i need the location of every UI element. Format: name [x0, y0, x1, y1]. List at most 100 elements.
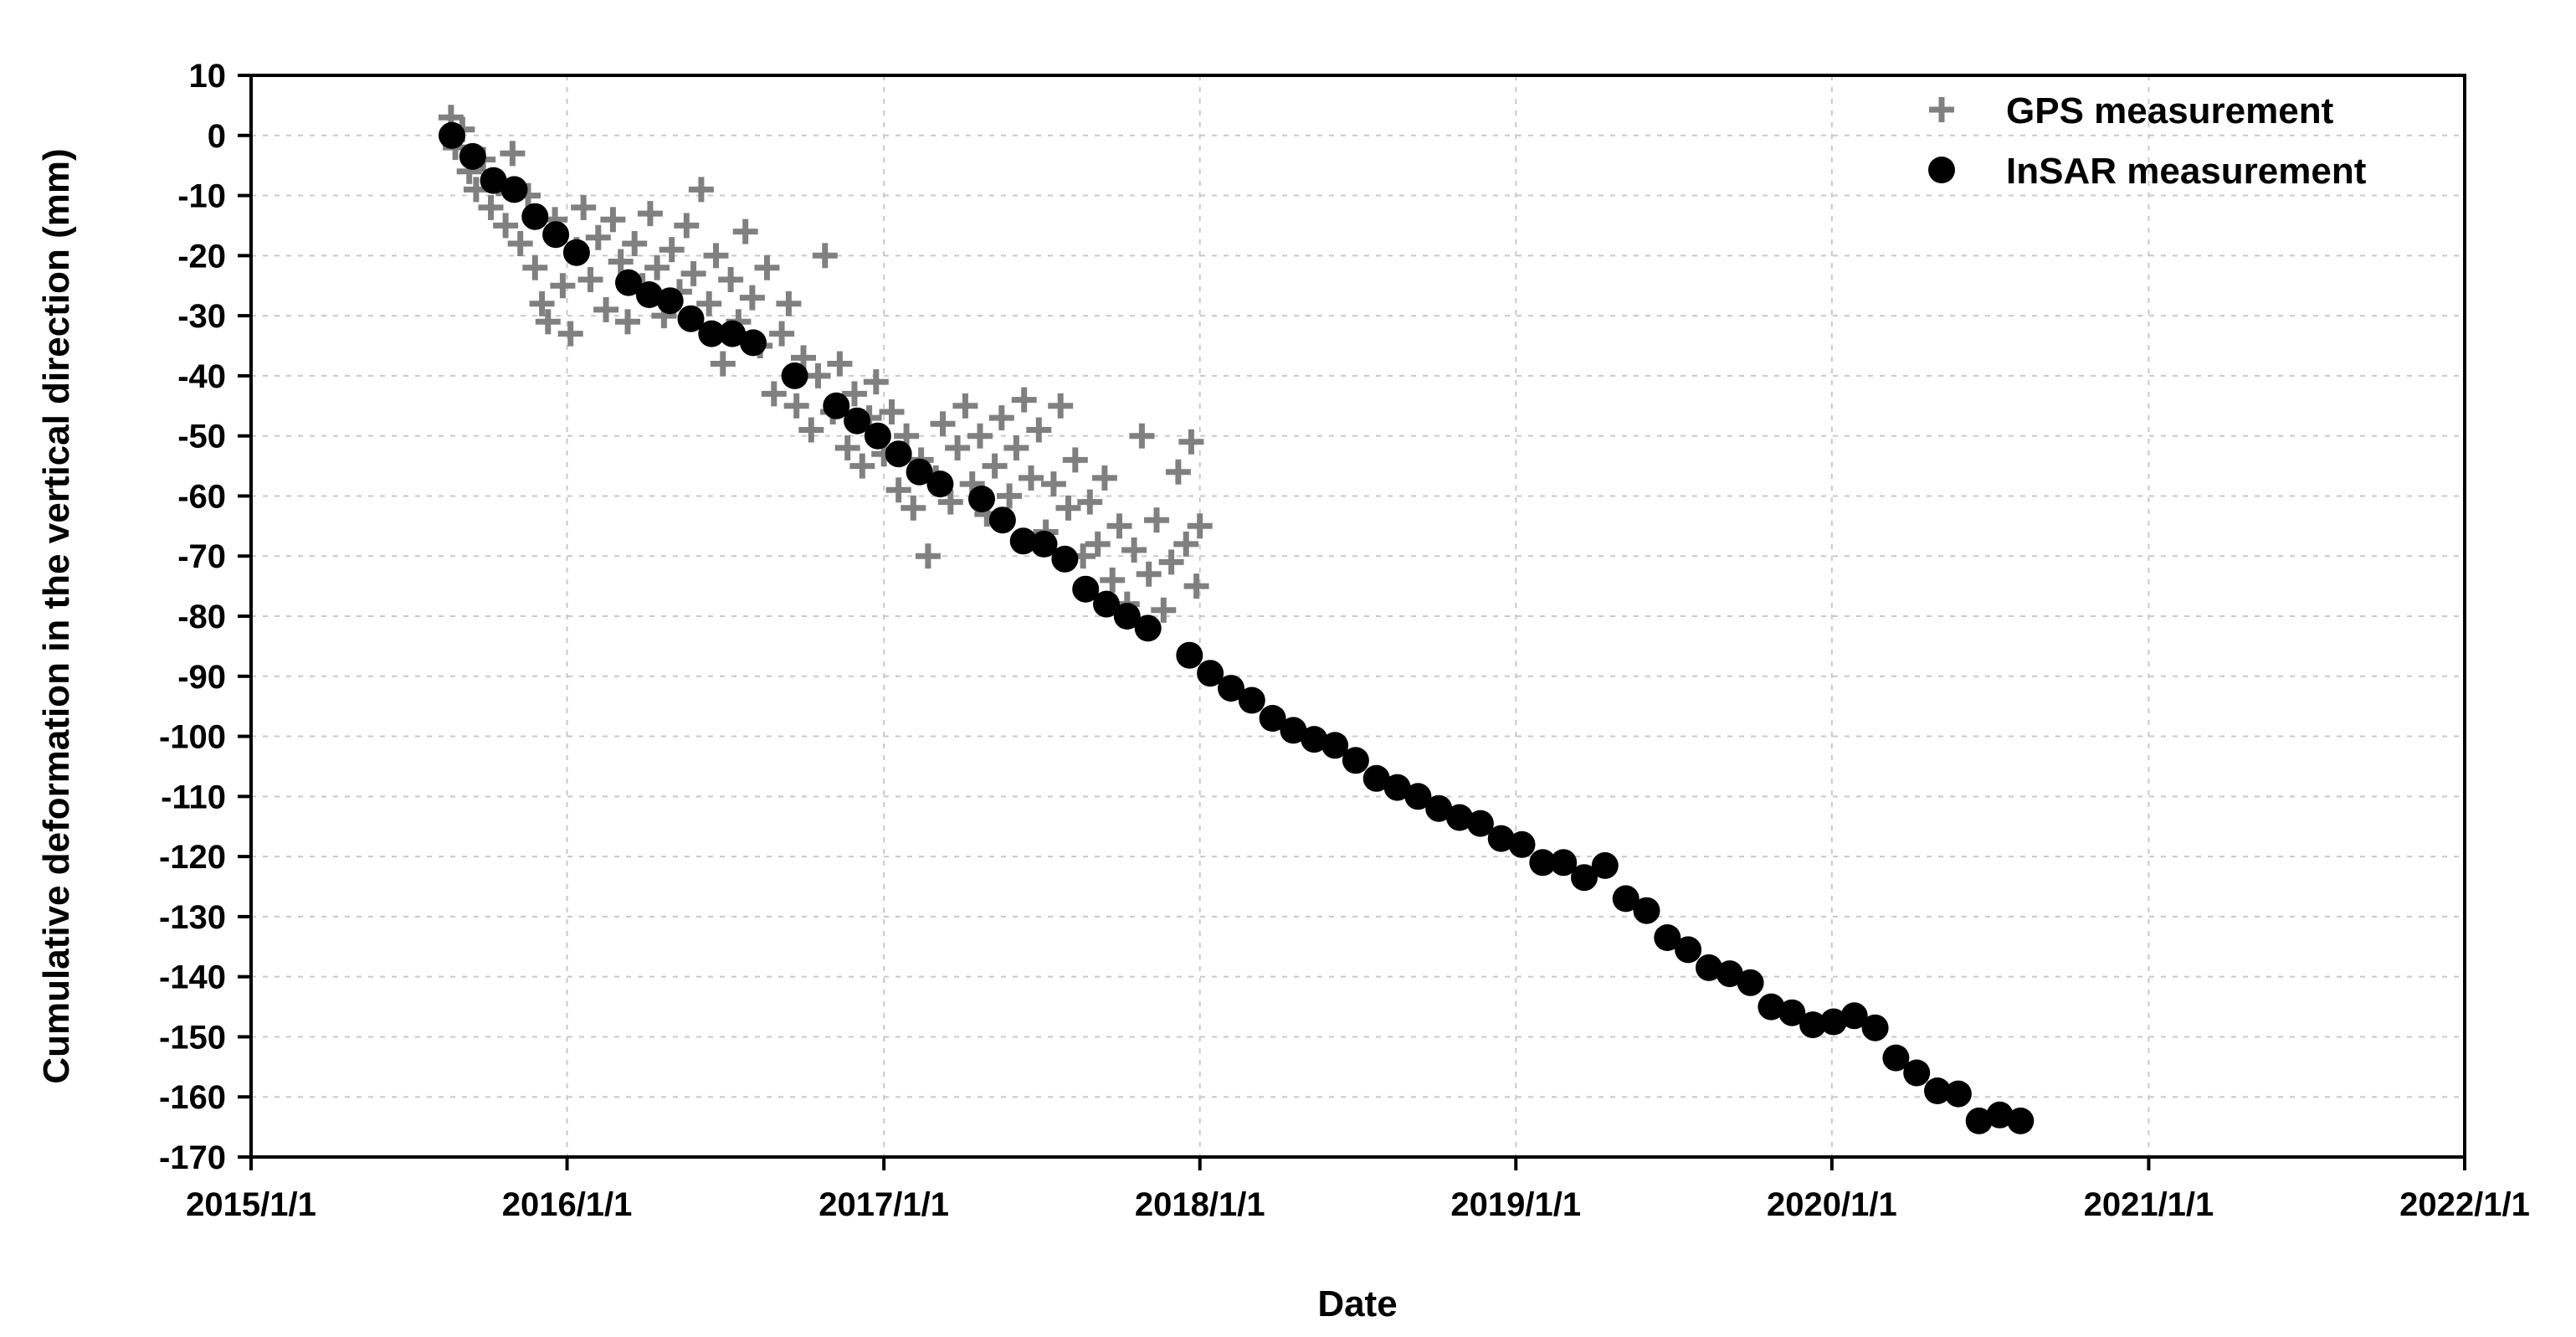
y-tick-label: -160 [159, 1079, 226, 1116]
insar-point [1778, 999, 1806, 1026]
gps-point [864, 369, 889, 394]
gps-point [1188, 513, 1213, 538]
insar-point [823, 392, 850, 419]
gps-point [762, 381, 787, 406]
insar-point [885, 440, 912, 468]
insar-point [1737, 969, 1764, 996]
insar-point [1819, 1008, 1847, 1036]
y-tick-label: -110 [161, 779, 226, 815]
insar-point [500, 176, 528, 203]
gps-point [1012, 388, 1037, 413]
insar-point [864, 422, 891, 450]
insar-point [1633, 897, 1660, 924]
y-tick-label: -30 [177, 298, 226, 335]
gps-point [997, 483, 1022, 508]
x-tick-label: 2021/1/1 [2084, 1186, 2214, 1223]
insar-point [562, 239, 590, 266]
gps-point [901, 496, 926, 521]
gps-point [931, 411, 956, 436]
gps-point [550, 273, 575, 298]
y-tick-label: -140 [159, 959, 226, 996]
y-tick-label: -10 [177, 178, 226, 215]
gps-point [967, 424, 993, 449]
gps-point [916, 543, 941, 568]
gps-point [711, 352, 736, 377]
gps-point [733, 219, 758, 244]
insar-point [677, 305, 705, 332]
insar-point [1799, 1011, 1827, 1039]
y-tick-label: -120 [159, 839, 226, 876]
insar-point [1716, 960, 1743, 988]
gps-series [439, 105, 1213, 623]
gps-point [681, 261, 706, 286]
gps-point [1159, 549, 1184, 574]
gps-point [578, 267, 603, 292]
y-tick-label: -130 [159, 899, 226, 936]
insar-point [1051, 545, 1079, 573]
gps-point [522, 255, 547, 280]
insar-point [740, 329, 767, 357]
gps-point [1056, 496, 1081, 521]
gps-point [1121, 537, 1147, 563]
gps-point [689, 177, 714, 202]
insar-point [1840, 1002, 1868, 1030]
legend-insar-marker [1928, 157, 1955, 183]
insar-point [1487, 825, 1515, 852]
gps-point [615, 309, 640, 334]
gps-point [500, 141, 525, 166]
gps-point [952, 393, 978, 419]
y-tick-label: 10 [189, 58, 227, 95]
insar-point [1009, 527, 1037, 555]
gps-point [945, 435, 970, 460]
gps-point [622, 231, 647, 256]
insar-point [844, 407, 871, 435]
gps-point [1184, 573, 1209, 599]
insar-point [698, 320, 726, 347]
gps-point [886, 477, 911, 502]
gps-point [813, 243, 838, 268]
x-tick-label: 2015/1/1 [186, 1186, 316, 1223]
y-tick-label: 0 [208, 118, 226, 155]
gps-point [1107, 513, 1132, 538]
insar-point [656, 287, 684, 315]
gps-point [1085, 532, 1111, 557]
y-tick-label: -50 [177, 419, 226, 455]
gps-point [1092, 465, 1117, 491]
insar-point [926, 471, 954, 498]
insar-point [1134, 615, 1162, 642]
insar-point [1321, 732, 1349, 759]
gps-point [1026, 418, 1051, 443]
insar-point [1675, 936, 1702, 964]
gps-point [880, 399, 905, 424]
gps-point [659, 237, 685, 262]
gps-point [571, 195, 596, 220]
insar-series [439, 121, 2035, 1134]
gps-point [835, 435, 860, 460]
insar-point [1280, 717, 1307, 744]
insar-point [2007, 1107, 2035, 1134]
gps-point [508, 231, 533, 256]
gps-point [493, 213, 518, 238]
legend-insar-label: InSAR measurement [2006, 151, 2367, 192]
insar-point [1259, 705, 1286, 732]
insar-point [439, 121, 465, 149]
gps-point [479, 195, 504, 220]
insar-point [542, 221, 570, 249]
insar-point [1218, 675, 1244, 702]
gps-point [1019, 465, 1044, 491]
insar-point [1072, 575, 1100, 603]
x-tick-label: 2018/1/1 [1135, 1186, 1265, 1223]
gps-point [1100, 568, 1125, 593]
gps-point [989, 405, 1014, 430]
y-axis-title: Cumulative deformation in the vertical d… [36, 148, 77, 1083]
y-tick-label: -170 [159, 1139, 226, 1176]
gps-point [849, 454, 875, 479]
insar-point [1861, 1014, 1889, 1041]
y-tick-label: -60 [177, 478, 226, 515]
y-tick-label: -100 [159, 719, 226, 756]
x-tick-label: 2020/1/1 [1767, 1186, 1897, 1223]
x-axis-title: Date [1317, 1283, 1397, 1324]
insar-point [988, 507, 1016, 534]
insar-point [1965, 1107, 1993, 1134]
